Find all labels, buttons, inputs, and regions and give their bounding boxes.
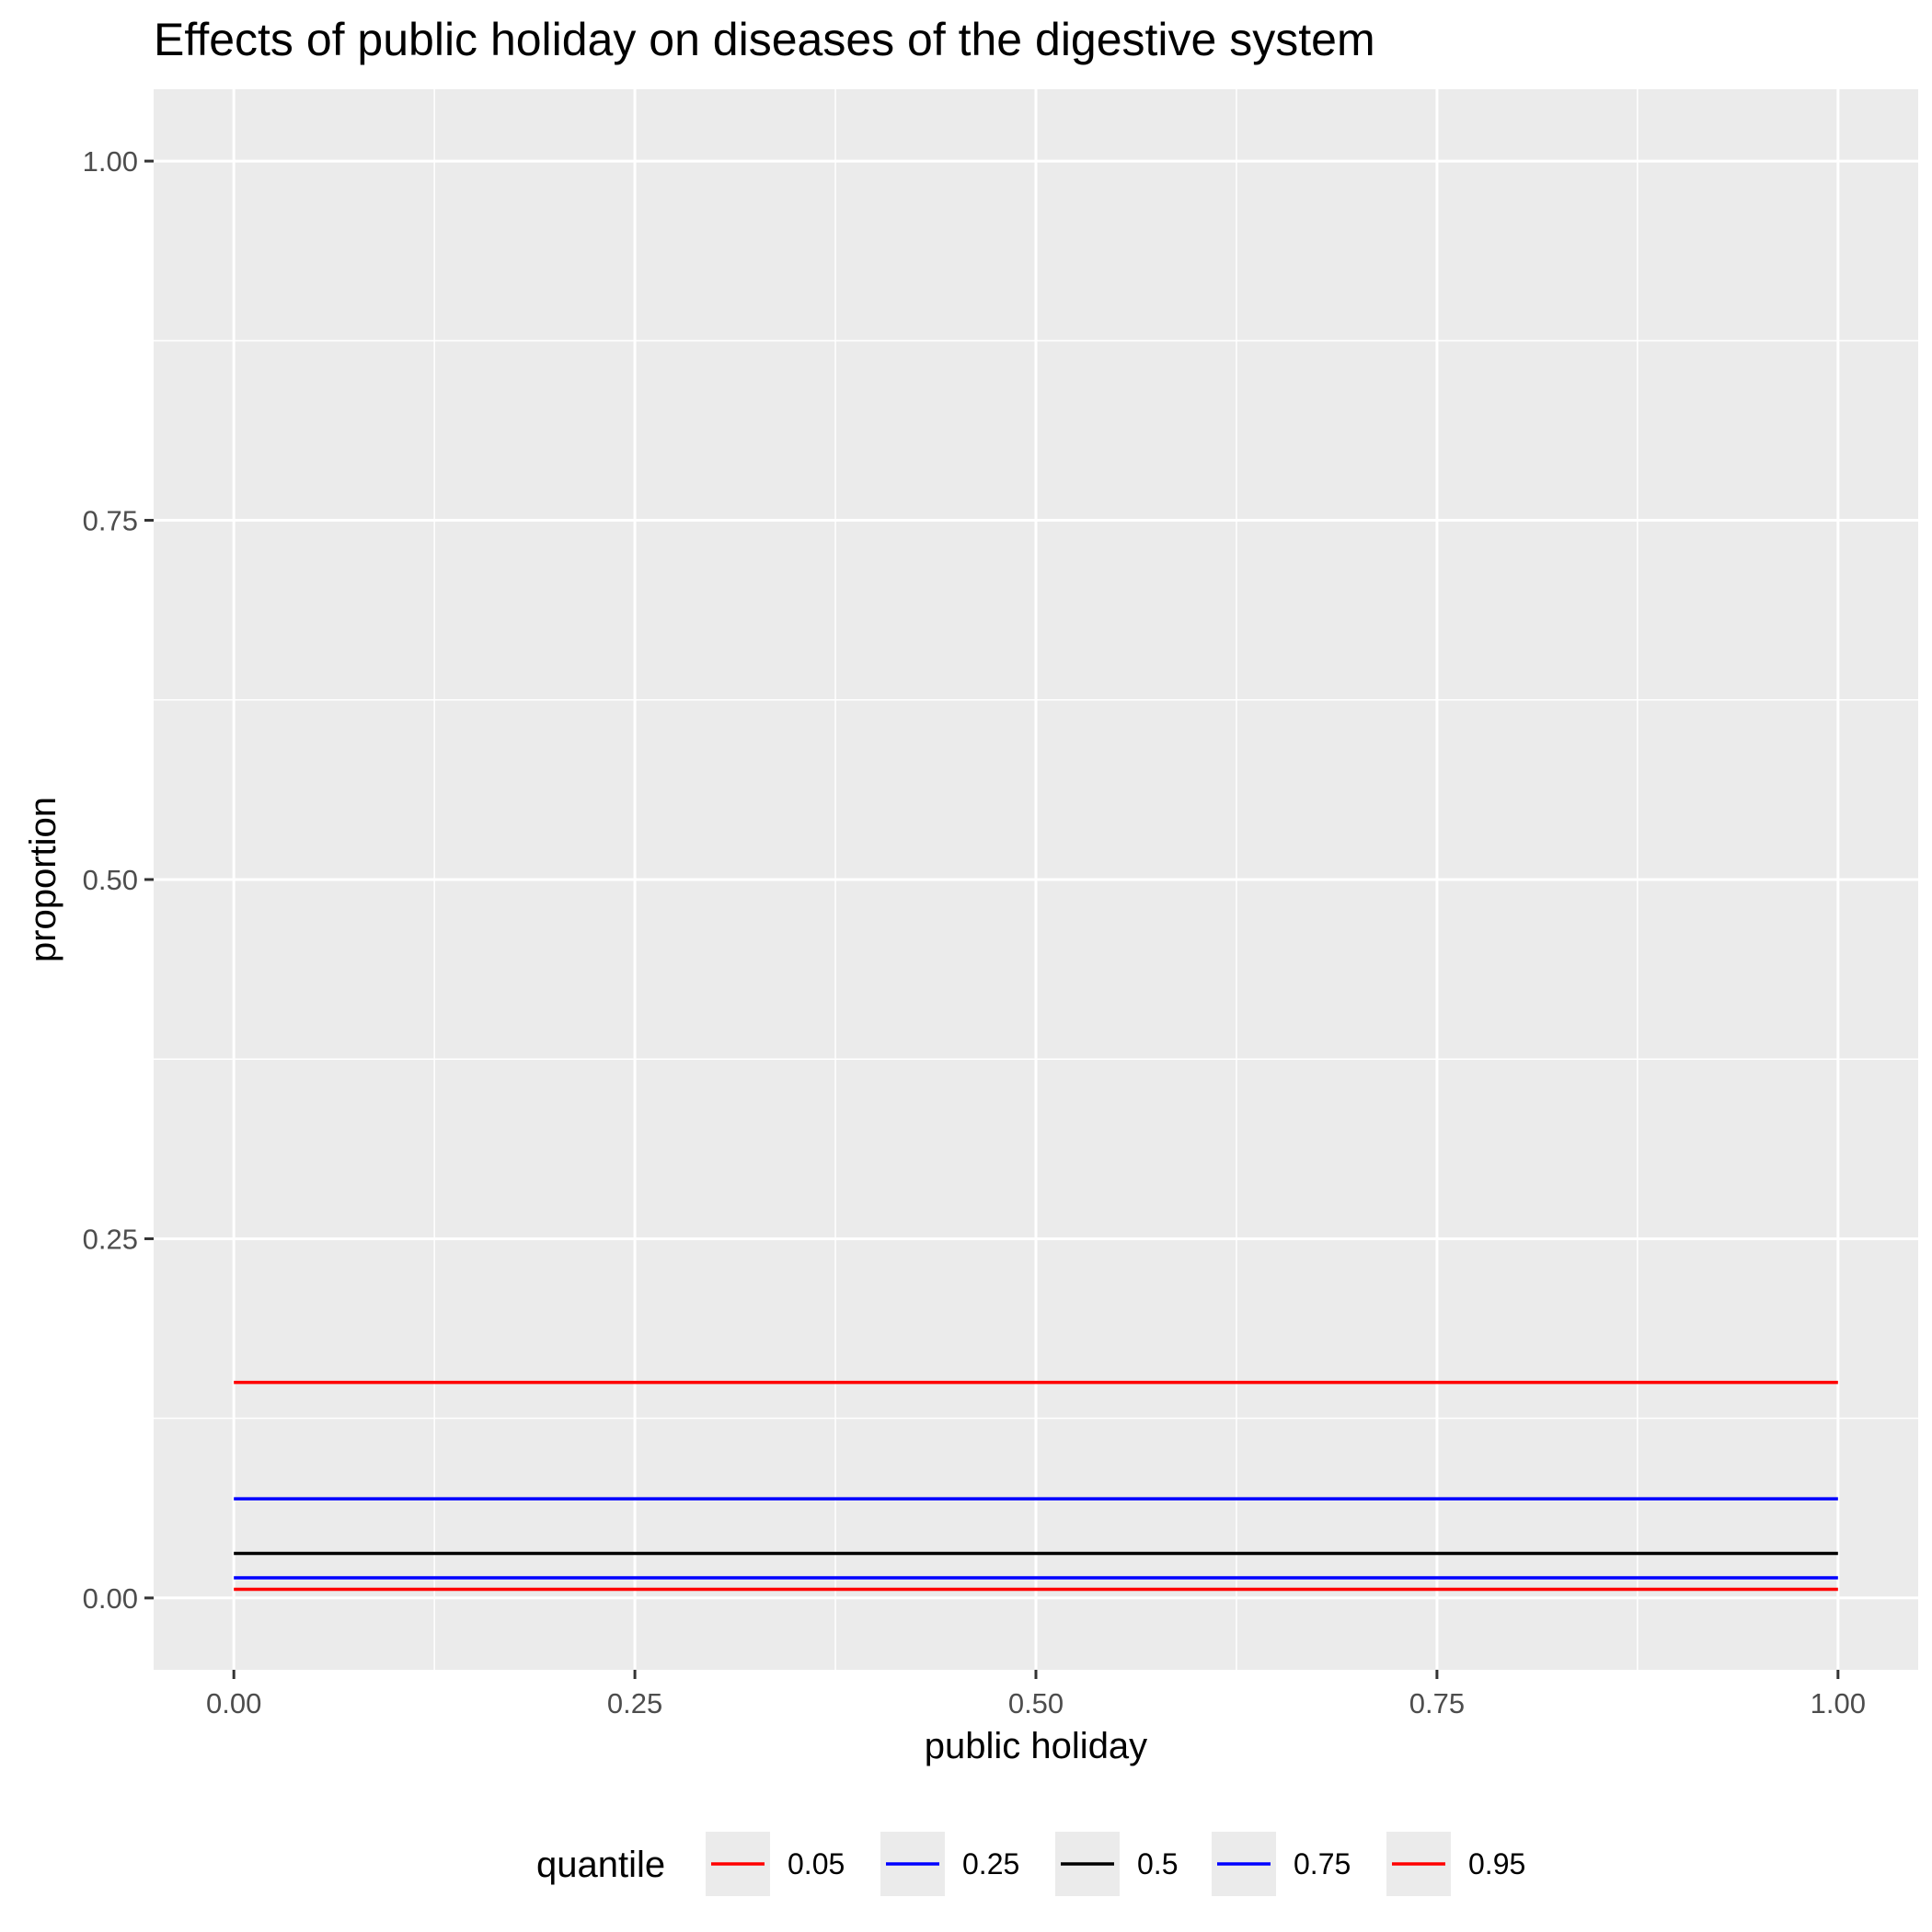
legend: quantile 0.05 0.25 0.5 0.75 0.95 <box>536 1832 1525 1896</box>
chart-title: Effects of public holiday on diseases of… <box>154 14 1375 65</box>
legend-label: 0.25 <box>962 1847 1019 1880</box>
y-tick-label: 0.75 <box>83 505 138 537</box>
legend-title: quantile <box>536 1845 665 1885</box>
y-axis-title: proportion <box>23 797 63 962</box>
y-tick-label: 0.25 <box>83 1223 138 1255</box>
legend-label: 0.95 <box>1468 1847 1525 1880</box>
x-axis-title: public holiday <box>925 1726 1147 1766</box>
series-lines <box>234 1380 1838 1592</box>
x-tick-label: 0.75 <box>1409 1687 1465 1719</box>
y-tick-label: 1.00 <box>83 145 138 178</box>
legend-label: 0.75 <box>1294 1847 1351 1880</box>
x-tick-label: 1.00 <box>1811 1687 1866 1719</box>
x-axis: 0.00 0.25 0.50 0.75 1.00 <box>206 1670 1866 1719</box>
x-tick-label: 0.00 <box>206 1687 261 1719</box>
y-axis: 0.00 0.25 0.50 0.75 1.00 <box>83 145 154 1615</box>
x-tick-label: 0.25 <box>607 1687 662 1719</box>
legend-label: 0.5 <box>1137 1847 1178 1880</box>
y-tick-label: 0.00 <box>83 1582 138 1615</box>
y-tick-label: 0.50 <box>83 864 138 896</box>
grid-major <box>154 89 1918 1670</box>
x-tick-label: 0.50 <box>1008 1687 1064 1719</box>
legend-label: 0.05 <box>788 1847 845 1880</box>
